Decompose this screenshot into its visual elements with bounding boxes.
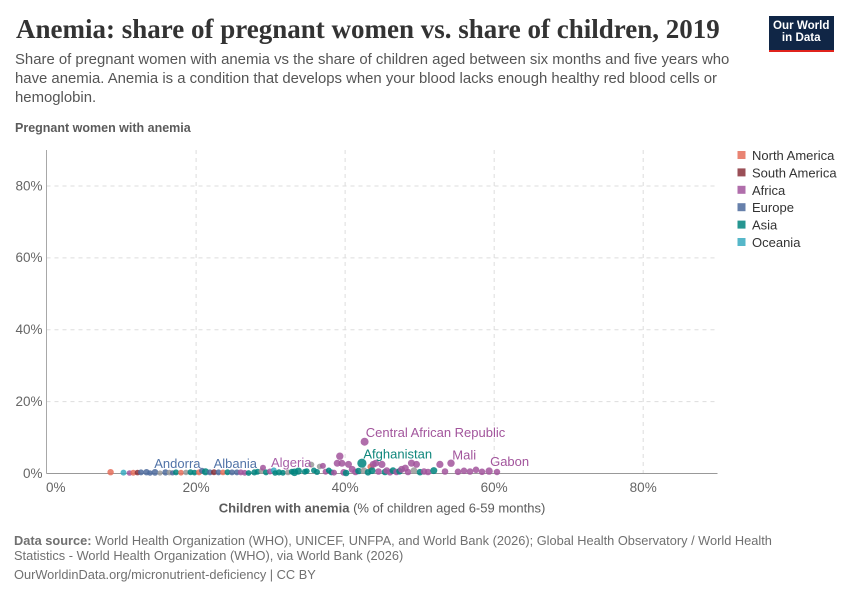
svg-text:20%: 20% xyxy=(15,394,42,409)
svg-text:80%: 80% xyxy=(630,480,657,495)
svg-text:Andorra: Andorra xyxy=(154,456,201,471)
svg-text:Oceania: Oceania xyxy=(752,235,801,250)
svg-text:South America: South America xyxy=(752,165,837,180)
svg-text:60%: 60% xyxy=(481,480,508,495)
svg-text:Europe: Europe xyxy=(752,200,794,215)
svg-text:Central African Republic: Central African Republic xyxy=(366,425,506,440)
svg-text:40%: 40% xyxy=(15,322,42,337)
svg-text:Albania: Albania xyxy=(214,456,258,471)
svg-text:0%: 0% xyxy=(23,466,43,481)
svg-text:Afghanistan: Afghanistan xyxy=(363,446,432,461)
svg-text:60%: 60% xyxy=(15,250,42,265)
svg-text:Children with anemia (% of chi: Children with anemia (% of children aged… xyxy=(219,501,546,516)
svg-text:Mali: Mali xyxy=(452,448,476,463)
svg-text:North America: North America xyxy=(752,148,835,163)
svg-text:0%: 0% xyxy=(46,480,66,495)
svg-text:Africa: Africa xyxy=(752,183,786,198)
svg-text:80%: 80% xyxy=(15,178,42,193)
svg-text:Asia: Asia xyxy=(752,218,778,233)
svg-text:20%: 20% xyxy=(183,480,210,495)
svg-text:40%: 40% xyxy=(332,480,359,495)
svg-text:Algeria: Algeria xyxy=(271,455,312,470)
svg-text:Gabon: Gabon xyxy=(490,454,529,469)
